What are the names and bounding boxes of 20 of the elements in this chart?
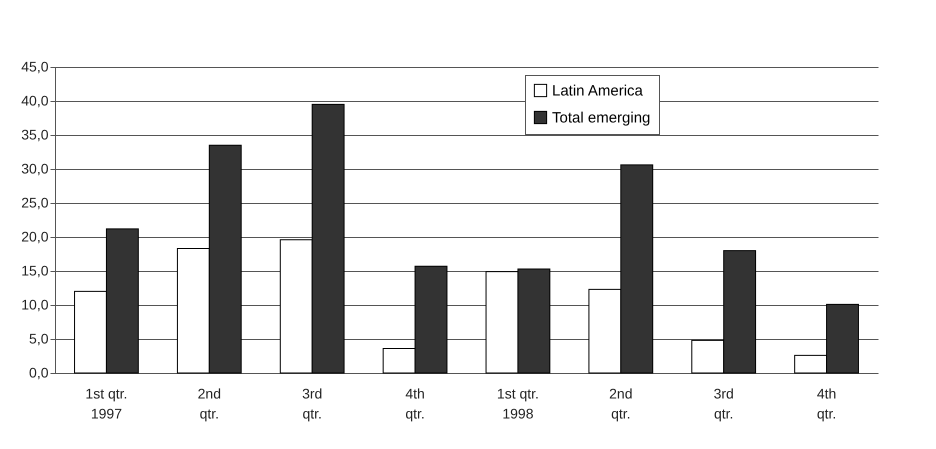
x-tick-label: 2nd qtr. <box>609 386 632 422</box>
y-tick-label: 45,0 <box>21 58 49 74</box>
x-tick-label: 3rd qtr. <box>302 386 322 422</box>
y-tick-label: 10,0 <box>21 296 49 312</box>
x-tick-label: 1st qtr. 1997 <box>85 386 128 422</box>
y-tick-label: 35,0 <box>21 126 49 142</box>
y-tick-label: 20,0 <box>21 228 49 244</box>
y-tick-label: 0,0 <box>29 364 49 380</box>
legend-label: Total emerging <box>552 110 650 126</box>
x-tick-label: 2nd qtr. <box>198 386 221 422</box>
x-tick-label: 3rd qtr. <box>714 386 734 422</box>
x-tick-label: 4th qtr. <box>405 386 425 422</box>
x-tick-label: 1st qtr. 1998 <box>496 386 539 422</box>
y-tick-label: 40,0 <box>21 92 49 108</box>
x-tick-label: 4th qtr. <box>816 386 836 422</box>
y-tick-label: 5,0 <box>29 330 49 346</box>
y-tick-label: 25,0 <box>21 194 49 210</box>
legend-label: Latin America <box>552 82 644 100</box>
y-tick-label: 30,0 <box>21 160 49 176</box>
y-tick-label: 15,0 <box>21 262 49 278</box>
